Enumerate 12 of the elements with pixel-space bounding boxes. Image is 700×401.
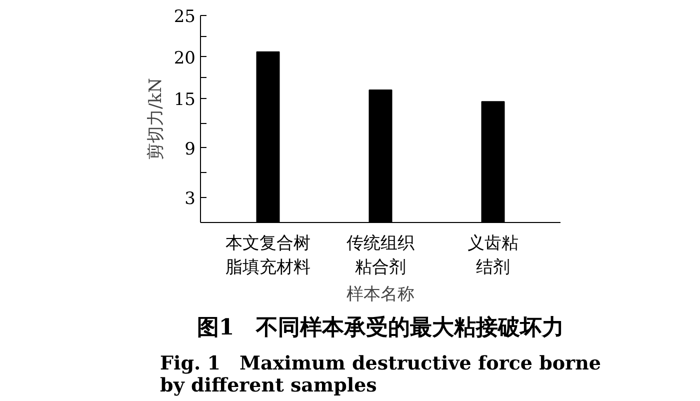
x-tick-label: 传统组织粘合剂	[346, 234, 414, 278]
x-axis-title: 样本名称	[346, 284, 414, 304]
y-axis-title: 剪切力/kN	[146, 78, 166, 160]
y-tick-label: 15	[174, 90, 196, 110]
text: 图1 不同样本承受的最大粘接破坏力	[196, 314, 564, 340]
y-tick-label: 3	[184, 189, 196, 210]
x-tick-label: 本文复合树脂填充材料	[226, 234, 310, 278]
y-tick-label: 25	[174, 7, 196, 27]
y-tick-label: 20	[174, 48, 196, 68]
text: Fig. 1 Maximum destructive force borne by different samples	[160, 352, 601, 396]
y-tick-label: 9	[184, 139, 196, 160]
x-tick-label: 义齿粘结剂	[468, 234, 518, 278]
